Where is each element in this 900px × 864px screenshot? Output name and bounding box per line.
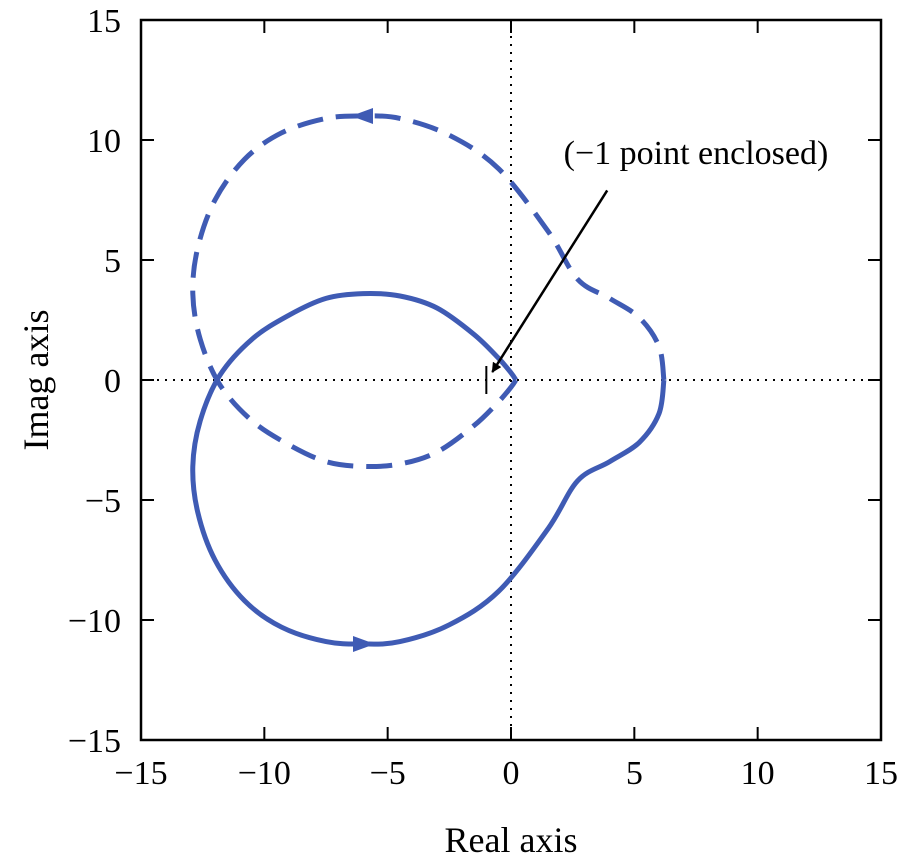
x-axis-title: Real axis: [445, 820, 578, 860]
plot-frame: [139, 18, 883, 742]
y-tick-label: −15: [68, 723, 121, 760]
y-tick-label: −5: [85, 483, 121, 520]
x-tick-label: 10: [741, 755, 775, 792]
x-tick-label: 0: [503, 755, 520, 792]
nyquist-curves: [190, 108, 667, 652]
annotation-arrow: [491, 189, 609, 373]
zero-lines: [141, 20, 881, 740]
y-tick-label: 5: [104, 243, 121, 280]
direction-arrow: [353, 636, 375, 652]
x-tick-label: 5: [626, 755, 643, 792]
y-tick-label: 15: [87, 3, 121, 40]
x-tick-label: −10: [238, 755, 291, 792]
x-tick-label: 15: [864, 755, 898, 792]
nyquist-curve-positive-frequency: [190, 290, 667, 647]
y-tick-label: 10: [87, 123, 121, 160]
x-tick-label: −15: [114, 755, 167, 792]
nyquist-curve-negative-frequency: [190, 113, 667, 470]
direction-arrow: [351, 108, 373, 124]
tick-labels: −15 −10 −5 0 5 10 15 −15 −10 −5 0 5 10 15: [68, 3, 898, 792]
annotation-text: (−1 point enclosed): [564, 135, 829, 172]
x-tick-label: −5: [370, 755, 406, 792]
y-axis-title: Imag axis: [16, 310, 56, 451]
y-tick-label: 0: [104, 363, 121, 400]
annotation: (−1 point enclosed): [491, 135, 829, 373]
y-tick-label: −10: [68, 603, 121, 640]
